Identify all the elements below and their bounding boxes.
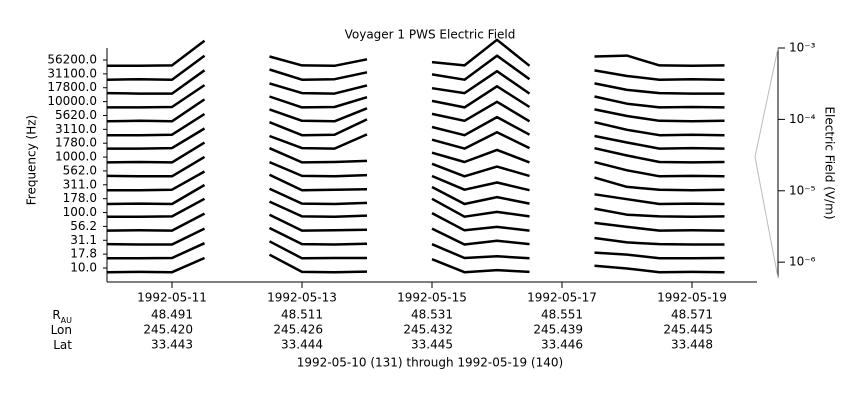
channel-line <box>106 211 725 232</box>
y-axis-label: Frequency (Hz) <box>25 115 39 206</box>
chart-title: Voyager 1 PWS Electric Field <box>345 28 516 42</box>
ephemeris-value: 48.531 <box>411 308 453 322</box>
y2-tick-label: 10⁻⁶ <box>789 255 816 269</box>
x-tick-label: 1992-05-15 <box>397 291 467 305</box>
channel-line <box>107 127 725 150</box>
ephemeris-value: 245.439 <box>533 323 583 337</box>
channel-line <box>107 38 725 68</box>
ephemeris-label-subscript: AU <box>61 316 72 325</box>
y-tick-label: 31.1 <box>70 233 97 247</box>
y-tick-label: 100.0 <box>63 205 97 219</box>
y-tick-label: 56200.0 <box>47 53 97 67</box>
ephemeris-value: 33.445 <box>411 338 453 352</box>
ephemeris-label-text: R <box>52 308 60 322</box>
ephemeris-label: Lat <box>53 338 72 352</box>
y-tick-label: 31100.0 <box>47 66 97 80</box>
y-tick-label: 1780.0 <box>55 136 97 150</box>
ephemeris-value: 245.445 <box>663 323 713 337</box>
y-tick-label: 311.0 <box>63 177 97 191</box>
y-tick-label: 10000.0 <box>47 94 97 108</box>
y-tick-label: 17800.0 <box>47 80 97 94</box>
ephemeris-value: 48.491 <box>151 308 193 322</box>
x-tick-label: 1992-05-17 <box>527 291 597 305</box>
ephemeris-value: 245.432 <box>403 323 453 337</box>
channel-line <box>107 240 725 260</box>
channel-line <box>106 141 725 164</box>
y-tick-label: 5620.0 <box>55 108 97 122</box>
channel-line <box>106 183 725 206</box>
y-tick-label: 10.0 <box>70 261 97 275</box>
ephemeris-value: 33.448 <box>671 338 713 352</box>
ephemeris-label: RAU <box>52 308 72 325</box>
y-tick-label: 3110.0 <box>55 122 97 136</box>
y2-tick-label: 10⁻³ <box>789 41 816 55</box>
ephemeris-label-text: Lon <box>51 323 72 337</box>
ephemeris-label: Lon <box>51 323 72 337</box>
y2-tick-label: 10⁻⁵ <box>789 183 816 197</box>
x-tick-label: 1992-05-19 <box>657 291 727 305</box>
x-tick-label: 1992-05-11 <box>137 291 207 305</box>
channel-line <box>106 253 725 274</box>
y2-axis-label: Electric Field (V/m) <box>823 106 837 219</box>
channel-line <box>106 54 725 81</box>
ephemeris-label-text: Lat <box>53 338 72 352</box>
y-tick-label: 56.2 <box>70 219 97 233</box>
y-tick-label: 17.8 <box>70 247 97 261</box>
scale-connector <box>754 47 779 158</box>
channel-line <box>106 226 725 246</box>
channel-line <box>107 84 725 109</box>
scale-connector <box>754 156 779 279</box>
ephemeris-value: 33.446 <box>541 338 583 352</box>
ephemeris-value: 33.443 <box>151 338 193 352</box>
ephemeris-value: 48.551 <box>541 308 583 322</box>
channel-line <box>106 98 725 123</box>
ephemeris-value: 48.571 <box>671 308 713 322</box>
y-tick-label: 562.0 <box>63 163 97 177</box>
y-tick-label: 1000.0 <box>55 150 97 164</box>
channel-line <box>107 112 725 137</box>
y-tick-label: 178.0 <box>63 191 97 205</box>
ephemeris-value: 33.444 <box>281 338 323 352</box>
channel-line <box>107 170 725 192</box>
x-axis-label: 1992-05-10 (131) through 1992-05-19 (140… <box>297 356 563 370</box>
channel-line <box>107 197 725 218</box>
ephemeris-value: 245.420 <box>143 323 193 337</box>
y2-tick-label: 10⁻⁴ <box>789 112 816 126</box>
ephemeris-value: 245.426 <box>273 323 323 337</box>
channel-line <box>106 69 725 95</box>
ephemeris-value: 48.511 <box>281 308 323 322</box>
x-tick-label: 1992-05-13 <box>267 291 337 305</box>
channel-line <box>106 155 725 178</box>
